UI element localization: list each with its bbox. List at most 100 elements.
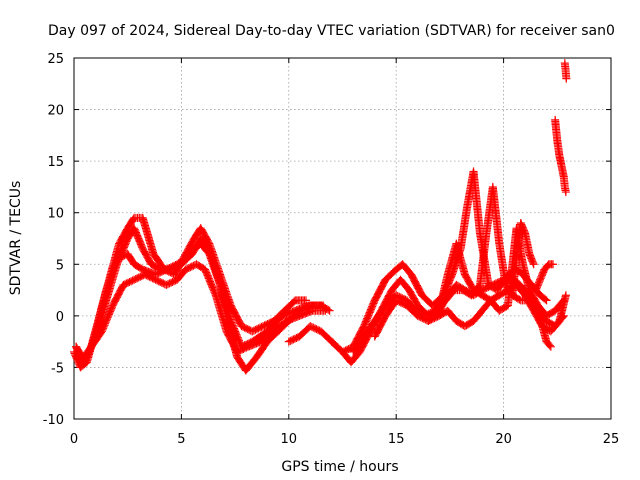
data-point-run: [553, 138, 564, 159]
data-point-run: [393, 292, 410, 304]
data-point-run: [371, 277, 389, 303]
data-point-run: [216, 272, 235, 308]
y-axis: -10 -5 0 5 10 15 20 25: [43, 52, 611, 428]
series-track-j: [508, 219, 538, 300]
data-point-run: [547, 318, 563, 334]
x-tick-label: 5: [177, 432, 185, 447]
data-point-run: [197, 225, 213, 247]
series-track-m: [560, 59, 571, 83]
y-tick-label: 25: [47, 52, 64, 67]
data-point-run: [131, 261, 146, 273]
data-point-run: [120, 276, 137, 289]
data-point: [561, 188, 570, 197]
data-point-run: [382, 266, 399, 283]
data-point-run: [393, 297, 410, 309]
data-point-run: [260, 317, 277, 330]
data-point-run: [130, 225, 147, 252]
data-point-run: [496, 302, 511, 314]
series-track-l: [551, 115, 570, 197]
series-track-b: [72, 224, 334, 367]
data-point-run: [535, 308, 550, 324]
data-point-run: [495, 241, 510, 288]
data-point-run: [271, 318, 290, 335]
data-point-run: [318, 328, 335, 345]
data-point: [562, 74, 571, 83]
x-tick-label: 10: [281, 432, 298, 447]
data-point-run: [471, 286, 485, 299]
data-point-run: [139, 246, 155, 267]
data-point-run: [371, 302, 389, 324]
data-point-run: [426, 312, 442, 325]
data-point-run: [201, 267, 220, 298]
x-tick-label: 0: [70, 432, 78, 447]
series-track-k: [531, 260, 558, 295]
data-point-run: [382, 297, 400, 319]
data-point-run: [360, 297, 379, 329]
data-point-run: [421, 307, 438, 320]
data-point-run: [139, 215, 157, 257]
data-point-run: [561, 184, 570, 195]
data-point-run: [476, 231, 491, 288]
data-point-run: [109, 282, 127, 309]
data-point-run: [242, 354, 260, 374]
data-point-run: [509, 292, 524, 304]
data-point: [529, 260, 538, 269]
data-point: [542, 296, 551, 305]
data-point-run: [124, 251, 138, 267]
data-point-run: [461, 272, 477, 293]
plot-frame: [73, 57, 612, 420]
data-point-run: [96, 272, 115, 319]
data-point-run: [249, 322, 266, 335]
data-point-run: [470, 308, 485, 324]
data-point-run: [258, 328, 277, 345]
data-point-run: [350, 333, 368, 355]
data-point-run: [271, 307, 288, 324]
data-point-run: [544, 307, 558, 319]
y-tick-label: 0: [56, 310, 64, 325]
y-tick-label: 15: [47, 155, 64, 170]
data-point-run: [456, 205, 471, 252]
series-track-d: [76, 260, 330, 367]
data-point-run: [555, 292, 570, 324]
grid-lines: [73, 57, 612, 420]
data-point-run: [163, 276, 180, 289]
data-point-run: [541, 261, 552, 273]
y-axis-label: SDTVAR / TECUs: [8, 181, 24, 296]
data-point-run: [399, 261, 415, 278]
data-point-run: [405, 287, 421, 309]
y-tick-label: 20: [47, 104, 64, 119]
data-point-run: [551, 117, 562, 143]
data-point-run: [150, 251, 168, 273]
data-point-run: [408, 272, 426, 298]
data-point-run: [307, 322, 324, 335]
data-point-run: [488, 292, 502, 304]
data-point: [546, 342, 555, 351]
series-track-i: [424, 280, 570, 336]
y-tick-label: 10: [47, 207, 64, 222]
data-point: [321, 306, 330, 315]
data-point-run: [223, 328, 241, 355]
data-point-run: [530, 308, 546, 329]
x-tick-label: 20: [495, 432, 512, 447]
data-point-run: [526, 287, 542, 309]
data-point-run: [521, 230, 533, 257]
data-point: [549, 260, 558, 269]
y-tick-label: -5: [51, 361, 64, 376]
data-point-run: [521, 292, 537, 314]
data-point-run: [404, 302, 421, 319]
x-tick-label: 15: [388, 432, 405, 447]
data-point-run: [519, 261, 533, 293]
chart-title: Day 097 of 2024, Sidereal Day-to-day VTE…: [48, 23, 615, 39]
data-point-run: [532, 277, 544, 293]
data-point-run: [397, 277, 412, 293]
data-point-run: [77, 344, 95, 365]
data-point-run: [508, 256, 521, 298]
x-tick-label: 25: [603, 432, 620, 447]
data-point-run: [227, 302, 245, 329]
data-point-run: [489, 184, 504, 247]
data-point-run: [171, 251, 189, 278]
data-point-run: [227, 318, 245, 350]
data-point: [301, 296, 310, 305]
data-point-run: [479, 297, 494, 314]
data-point-run: [442, 287, 458, 304]
